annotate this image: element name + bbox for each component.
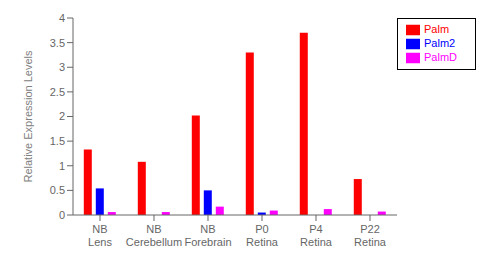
svg-text:NBForebrain: NBForebrain	[184, 223, 231, 248]
html-text:PalmD: PalmD	[424, 51, 457, 64]
svg-text:2: 2	[59, 110, 65, 122]
svg-text:2.5: 2.5	[50, 86, 65, 98]
svg-text:NBLens: NBLens	[88, 223, 112, 248]
svg-text:1: 1	[59, 160, 65, 172]
svg-text:P4Retina: P4Retina	[300, 223, 333, 248]
svg-text:3: 3	[59, 61, 65, 73]
svg-text:P22Retina: P22Retina	[354, 223, 387, 248]
svg-text:NBCerebellum: NBCerebellum	[126, 223, 182, 248]
svg-text:3.5: 3.5	[50, 37, 65, 49]
svg-text:Relative Expression Levels: Relative Expression Levels	[22, 50, 34, 183]
html-text:Palm: Palm	[424, 23, 449, 35]
svg-text:1.5: 1.5	[50, 135, 65, 147]
svg-text:P0Retina: P0Retina	[246, 223, 279, 248]
svg-text:0: 0	[59, 209, 65, 221]
svg-text:4: 4	[59, 12, 65, 24]
svg-text:0.5: 0.5	[50, 184, 65, 196]
html-text:Palm2: Palm2	[424, 37, 456, 50]
